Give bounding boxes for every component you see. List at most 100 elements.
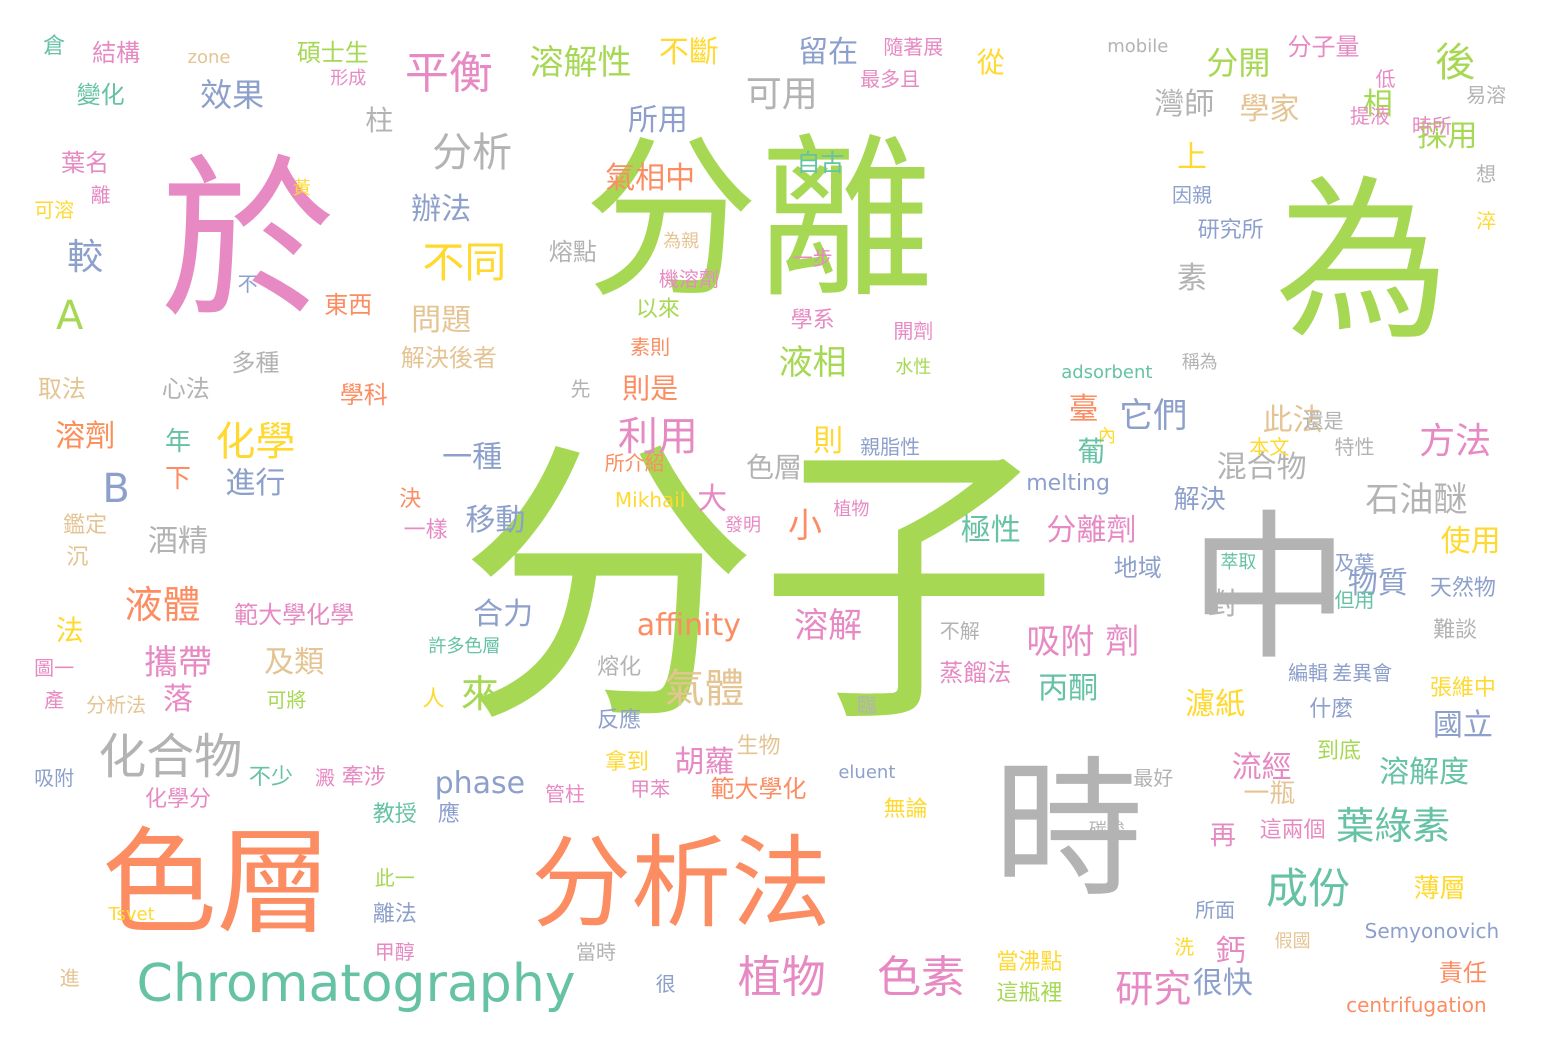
word: 化學分 <box>145 786 212 812</box>
word: 所用 <box>627 102 688 138</box>
word: 什麼 <box>1309 697 1354 723</box>
word: 再 <box>1209 821 1236 852</box>
word: 後 <box>1435 40 1476 87</box>
word: 辦法 <box>411 192 472 228</box>
word: 拿到 <box>604 749 649 775</box>
word: 鈣 <box>1215 934 1246 970</box>
word: adsorbent <box>1061 362 1153 384</box>
word: 洗 <box>1174 934 1195 959</box>
word: 許多色層 <box>428 635 501 657</box>
word: 碩士生 <box>296 38 369 67</box>
word: 範大學化 <box>710 775 807 803</box>
word: 方法 <box>1419 420 1492 462</box>
word: 國立 <box>1432 707 1493 743</box>
word: 及葉 <box>1334 550 1375 575</box>
word: 最好 <box>1133 766 1174 791</box>
word: 到底 <box>1317 739 1362 765</box>
word: 產 <box>44 687 65 712</box>
word: 本文 <box>1249 435 1290 460</box>
word-fenli: 分離 <box>583 119 934 323</box>
word: 研究 <box>1115 966 1192 1011</box>
word: 想 <box>1476 161 1497 186</box>
word: 法 <box>55 614 84 648</box>
word: 最多且 <box>860 66 921 91</box>
word: Mikhail <box>614 487 686 512</box>
word: 柱 <box>365 103 394 137</box>
word-wei: 為 <box>1274 161 1450 365</box>
word: 下 <box>165 463 192 494</box>
word: 牽涉 <box>341 765 386 791</box>
word: 流經 <box>1231 749 1292 785</box>
word: 編輯 <box>1288 661 1329 686</box>
word: 可溶 <box>34 198 75 223</box>
word: 責任 <box>1438 959 1487 988</box>
word: 丙酮 <box>1038 671 1099 707</box>
word: 以來 <box>635 297 680 323</box>
word-sece: 色層 <box>101 816 332 951</box>
word: 色層 <box>745 451 803 485</box>
word: 物質 <box>1347 565 1408 601</box>
word: 素則 <box>630 335 671 360</box>
word: 合力 <box>473 597 534 633</box>
word: 生物 <box>736 733 781 759</box>
word: 多種 <box>231 348 280 377</box>
word: 難談 <box>1433 618 1478 644</box>
word: A <box>55 292 84 339</box>
word: 溶解度 <box>1379 755 1470 791</box>
word: 進 <box>59 966 80 991</box>
word: 相 <box>1362 87 1393 123</box>
word: 混合物 <box>1216 450 1307 486</box>
word: 反應 <box>597 707 642 733</box>
word: 植物 <box>737 952 826 1004</box>
word: 溶劑 <box>55 418 116 454</box>
word: 它們 <box>1119 395 1188 436</box>
word: 一瓶 <box>1243 779 1296 810</box>
word: 解決後者 <box>400 343 497 372</box>
word: 因親 <box>1171 182 1212 207</box>
word: 教授 <box>372 802 417 828</box>
word: 稱為 <box>1181 351 1218 373</box>
word: 溶解性 <box>529 43 632 84</box>
word: 人 <box>422 686 445 712</box>
word: 當時 <box>575 940 616 965</box>
word: 易溶 <box>1466 82 1507 107</box>
word: 攜帶 <box>144 642 213 683</box>
word: 這兩個 <box>1259 818 1326 844</box>
word: 此法 <box>1262 402 1323 438</box>
word: 鑑定 <box>63 513 108 538</box>
word: 吸附 <box>1026 621 1095 662</box>
word: 葡 <box>1077 435 1106 469</box>
word: 留在 <box>798 34 859 70</box>
word: centrifugation <box>1346 992 1487 1017</box>
word: 但用 <box>1334 587 1375 612</box>
word-fenxifa: 分析法 <box>531 824 832 942</box>
word: 濾紙 <box>1185 686 1246 722</box>
word: 液相 <box>778 342 847 383</box>
word: 無論 <box>883 797 928 823</box>
word: 化學 <box>215 418 296 465</box>
word: 不解 <box>939 619 980 644</box>
word: 東西 <box>324 291 373 320</box>
word: 不少 <box>248 765 293 791</box>
word: 採用 <box>1417 118 1478 154</box>
word: 分子量 <box>1287 33 1360 62</box>
word: 不斷 <box>658 34 719 70</box>
word: 可將 <box>266 687 307 712</box>
word: 差異會 <box>1332 661 1393 686</box>
word: 甲苯 <box>630 777 671 801</box>
word: 蒸餾法 <box>939 659 1012 688</box>
word: 一步 <box>792 245 833 270</box>
word: 灣師 <box>1154 87 1215 123</box>
word: 範大學化學 <box>234 601 355 630</box>
word: 水性 <box>895 357 932 379</box>
word: 分析法 <box>86 692 147 717</box>
word: 特性 <box>1334 435 1375 460</box>
word: 葉名 <box>61 149 110 178</box>
word: 學科 <box>339 380 388 409</box>
word: 利用 <box>617 413 698 460</box>
word: B <box>102 466 130 513</box>
word: 形成 <box>330 67 367 89</box>
word: 液體 <box>124 582 201 627</box>
word: 效果 <box>200 75 265 114</box>
word: 甲醇 <box>374 940 415 965</box>
